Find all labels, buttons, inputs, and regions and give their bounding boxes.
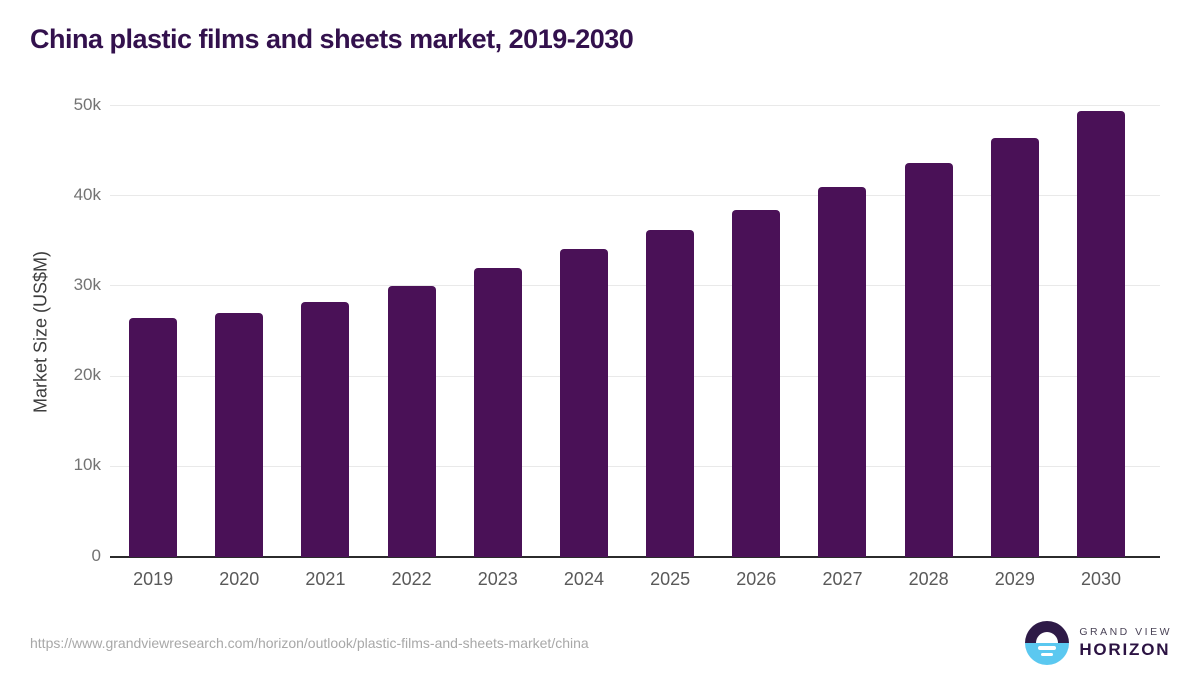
x-tick-label-2021: 2021 (305, 569, 346, 589)
sun-reflection-bar (1038, 646, 1057, 650)
bar-2029 (990, 138, 1039, 557)
footer: https://www.grandviewresearch.com/horizo… (30, 618, 1172, 668)
sun-reflection-bar (1041, 653, 1054, 656)
y-tick-label: 30k (73, 274, 101, 294)
bar-slot-2021 (282, 106, 368, 557)
bar-2028 (904, 162, 953, 557)
bar-slot-2025 (627, 106, 713, 557)
x-tick-label-2030: 2030 (1080, 569, 1121, 589)
source-url: https://www.grandviewresearch.com/horizo… (30, 635, 589, 651)
bar-2021 (301, 301, 350, 557)
bar-2027 (818, 187, 867, 557)
bar-2023 (473, 268, 522, 557)
bar-2025 (646, 230, 695, 557)
bars-container (110, 106, 1144, 557)
bar-2024 (559, 249, 608, 557)
gridline (110, 375, 1160, 377)
bar-slot-2020 (196, 106, 282, 557)
bar-slot-2027 (799, 106, 885, 557)
logo-line-grand-view: GRAND VIEW (1079, 626, 1172, 638)
brand-logo: GRAND VIEW HORIZON (1025, 621, 1172, 665)
x-tick-label-2027: 2027 (822, 569, 863, 589)
x-tick-label-2020: 2020 (219, 569, 260, 589)
x-tick-label-2024: 2024 (563, 569, 604, 589)
bar-2022 (387, 285, 436, 557)
logo-text: GRAND VIEW HORIZON (1079, 626, 1172, 660)
logo-line-horizon: HORIZON (1079, 640, 1171, 659)
x-tick-label-2022: 2022 (391, 569, 432, 589)
x-tick-label-2023: 2023 (477, 569, 518, 589)
y-tick-label: 20k (73, 365, 101, 385)
gridline (110, 285, 1160, 287)
bar-slot-2024 (541, 106, 627, 557)
x-tick-label-2026: 2026 (736, 569, 777, 589)
bar-slot-2019 (110, 106, 196, 557)
bar-2026 (732, 209, 781, 557)
bar-2020 (215, 312, 264, 557)
chart-title: China plastic films and sheets market, 2… (30, 24, 634, 54)
plot-area: Market Size (US$M) 0 10k 20k 30k 40k 50k 2019… (31, 95, 1160, 589)
x-tick-label-2029: 2029 (994, 569, 1035, 589)
x-tick-label-2025: 2025 (650, 569, 691, 589)
bar-slot-2022 (369, 106, 455, 557)
bar-slot-2028 (886, 106, 972, 557)
bar-2019 (129, 317, 178, 557)
bar-slot-2029 (972, 106, 1058, 557)
x-axis-labels: 2019 2020 2021 2022 2023 2024 2025 2026 2027 2028… (110, 569, 1144, 590)
y-tick-label: 0 (91, 545, 101, 565)
x-tick-label-2028: 2028 (908, 569, 949, 589)
bar-slot-2030 (1058, 106, 1144, 557)
bar-slot-2023 (455, 106, 541, 557)
y-tick-label: 50k (73, 94, 101, 114)
y-tick-label: 40k (73, 184, 101, 204)
x-tick-label-2019: 2019 (133, 569, 174, 589)
gridline (110, 465, 1160, 467)
bar-slot-2026 (713, 106, 799, 557)
sun-shape (1036, 632, 1059, 643)
gridline (110, 105, 1160, 106)
horizon-sun-icon (1025, 621, 1070, 665)
gridline (110, 195, 1160, 197)
x-axis-line (110, 556, 1160, 558)
y-axis-title: Market Size (US$M) (30, 250, 51, 413)
bar-2030 (1076, 110, 1125, 557)
y-tick-label: 10k (73, 455, 101, 475)
